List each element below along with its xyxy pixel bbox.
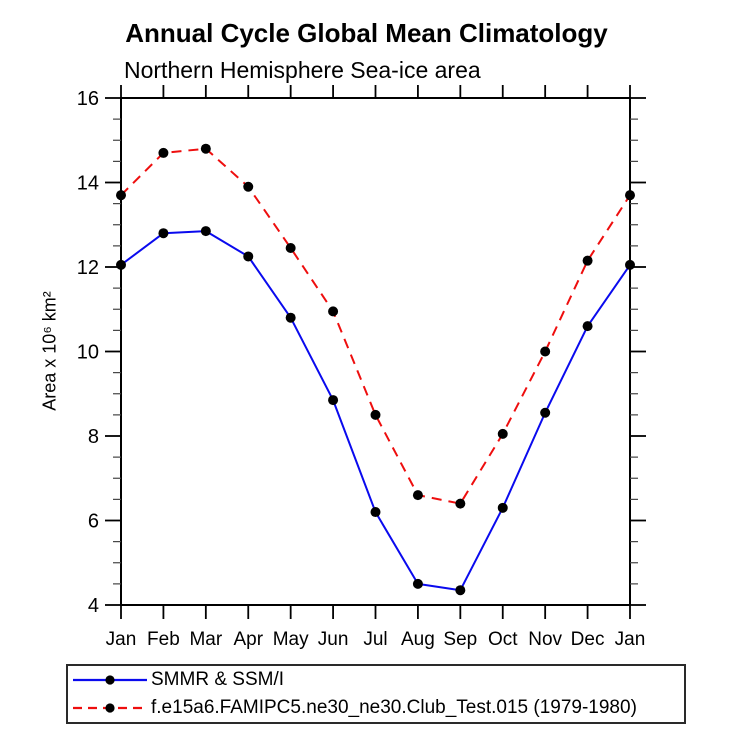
- data-point-marker-s1: [285, 242, 296, 253]
- x-tick-label: Mar: [189, 629, 222, 650]
- y-tick-label: 4: [88, 595, 99, 617]
- x-tick-label: Dec: [571, 629, 605, 650]
- legend: SMMR & SSM/I f.e15a6.FAMIPC5.ne30_ne30.C…: [66, 664, 686, 724]
- legend-line-sample-dashed: [73, 703, 147, 713]
- y-tick-label: 8: [88, 426, 99, 448]
- legend-marker-icon: [105, 703, 115, 713]
- data-point-marker-s0: [497, 502, 508, 513]
- x-tick-label: Jan: [615, 629, 646, 650]
- x-tick-label: Jun: [318, 629, 349, 650]
- chart-title: Annual Cycle Global Mean Climatology: [125, 18, 608, 48]
- y-tick-label: 14: [77, 173, 99, 195]
- data-point-marker-s0: [158, 228, 169, 239]
- data-point-marker-s1: [116, 190, 126, 201]
- series-line-1: [120, 147, 631, 505]
- data-point-marker-s0: [285, 312, 296, 323]
- legend-marker-icon: [105, 675, 115, 685]
- data-point-marker-s1: [328, 306, 339, 317]
- data-point-marker-s0: [116, 259, 126, 270]
- x-tick-label: Nov: [528, 629, 562, 650]
- data-point-marker-s0: [582, 321, 593, 332]
- y-tick-label: 16: [77, 88, 99, 110]
- plot-frame: [120, 97, 631, 606]
- x-tick-label: Feb: [147, 629, 180, 650]
- data-point-marker-s1: [243, 181, 254, 192]
- data-point-marker-s0: [200, 226, 211, 237]
- x-tick-label: Apr: [233, 629, 263, 650]
- data-point-marker-s1: [497, 428, 508, 439]
- data-point-marker-s0: [455, 585, 466, 596]
- legend-line-sample-solid: [73, 675, 147, 685]
- legend-label-observations: SMMR & SSM/I: [151, 669, 285, 690]
- data-point-marker-s0: [243, 251, 254, 262]
- data-point-marker-s0: [370, 507, 381, 518]
- y-tick-label: 12: [77, 257, 99, 279]
- x-tick-label: Sep: [443, 629, 477, 650]
- data-point-marker-s0: [328, 395, 339, 406]
- data-point-marker-s1: [625, 190, 635, 201]
- chart-subtitle: Northern Hemisphere Sea-ice area: [124, 57, 481, 83]
- y-tick-label: 6: [88, 511, 99, 533]
- legend-label-model: f.e15a6.FAMIPC5.ne30_ne30.Club_Test.015 …: [151, 697, 637, 718]
- data-point-marker-s1: [158, 147, 169, 158]
- data-point-marker-s1: [582, 255, 593, 266]
- x-tick-label: Oct: [488, 629, 518, 650]
- data-point-marker-s1: [455, 498, 466, 509]
- x-tick-label: Jan: [106, 629, 137, 650]
- data-point-marker-s1: [200, 143, 211, 154]
- legend-item-model: f.e15a6.FAMIPC5.ne30_ne30.Club_Test.015 …: [72, 695, 684, 722]
- data-point-marker-s1: [540, 346, 551, 357]
- data-point-marker-s1: [412, 490, 423, 501]
- data-point-marker-s0: [625, 259, 635, 270]
- data-point-marker-s0: [412, 578, 423, 589]
- x-tick-label: May: [273, 629, 309, 650]
- x-tick-label: Jul: [363, 629, 387, 650]
- legend-item-observations: SMMR & SSM/I: [72, 667, 684, 694]
- x-tick-label: Aug: [401, 629, 435, 650]
- data-point-marker-s1: [370, 409, 381, 420]
- y-tick-label: 10: [77, 342, 99, 364]
- data-point-marker-s0: [540, 407, 551, 418]
